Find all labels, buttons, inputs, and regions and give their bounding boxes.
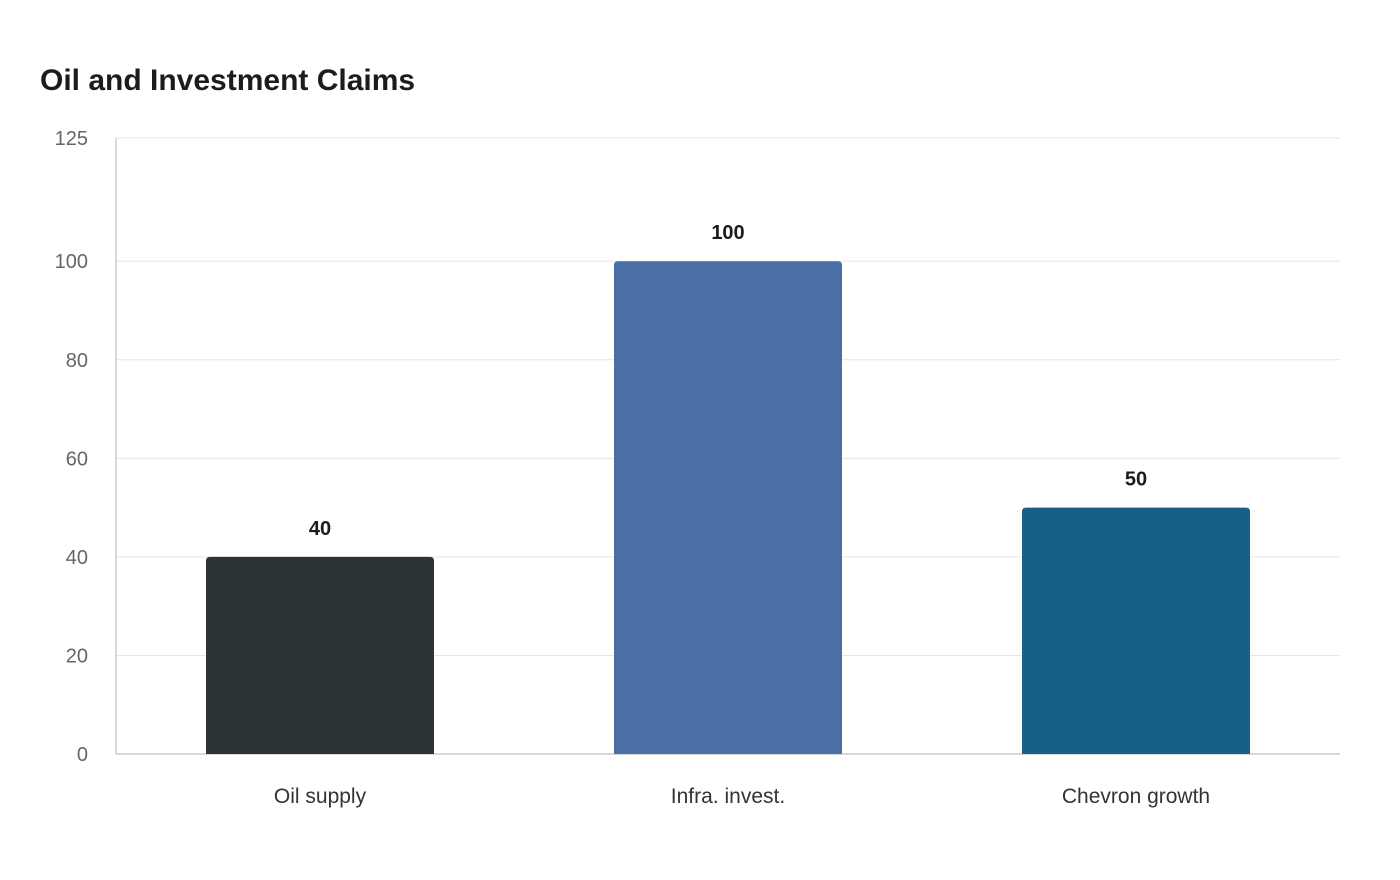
chart-title: Oil and Investment Claims xyxy=(40,64,415,97)
data-label: 50 xyxy=(1125,469,1147,491)
y-tick-label: 125 xyxy=(55,128,88,150)
y-tick-label: 100 xyxy=(55,251,88,273)
y-tick-label: 20 xyxy=(66,645,88,667)
x-tick-label: Chevron growth xyxy=(1062,785,1210,808)
y-tick-label: 80 xyxy=(66,350,88,372)
bar-infra-invest xyxy=(614,261,842,754)
bars xyxy=(206,261,1250,754)
bar-chevron-growth xyxy=(1022,507,1250,754)
y-tick-label: 60 xyxy=(66,448,88,470)
data-labels: 40 100 50 xyxy=(309,222,1147,540)
y-tick-labels: 0 20 40 60 80 100 125 xyxy=(55,128,88,766)
data-label: 100 xyxy=(711,222,744,244)
x-tick-label: Infra. invest. xyxy=(671,785,785,808)
x-tick-labels: Oil supply Infra. invest. Chevron growth xyxy=(274,785,1210,808)
y-tick-label: 0 xyxy=(77,744,88,766)
x-tick-label: Oil supply xyxy=(274,785,367,808)
bar-oil-supply xyxy=(206,556,434,754)
y-tick-label: 40 xyxy=(66,547,88,569)
data-label: 40 xyxy=(309,518,331,540)
